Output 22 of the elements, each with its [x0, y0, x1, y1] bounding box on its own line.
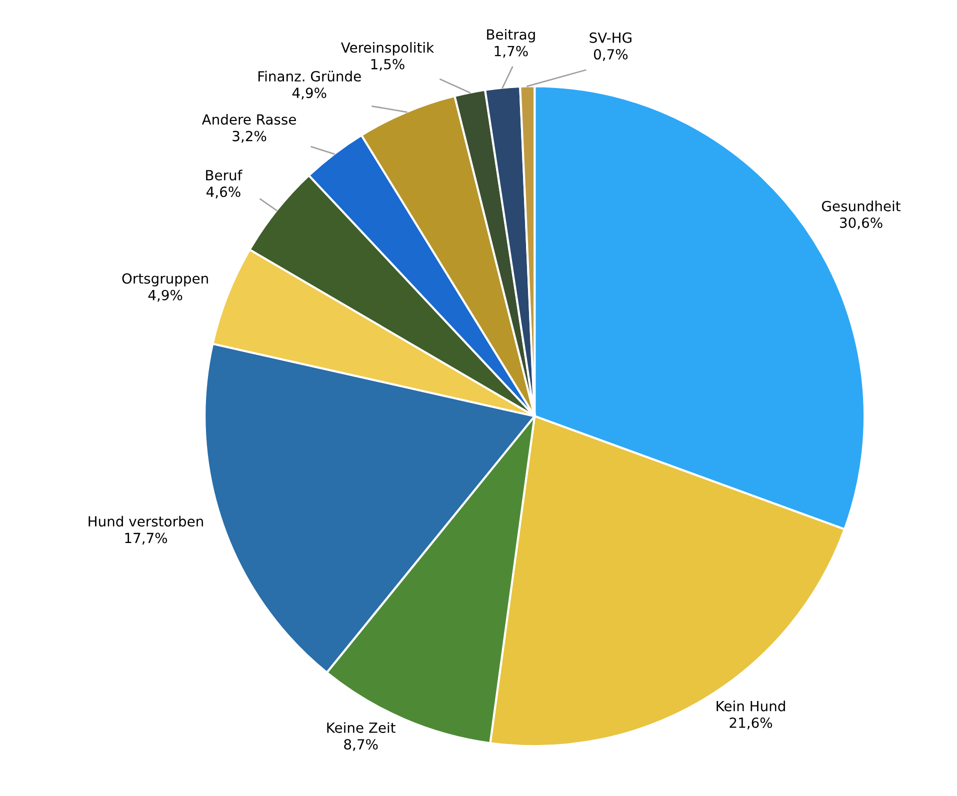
slice-label: Beruf [206, 170, 242, 180]
slice-label: Beitrag [487, 28, 535, 42]
slice-label: Ortsgruppen [122, 273, 208, 286]
data-label: 4,6% [206, 186, 240, 198]
data-label: 0,7% [594, 49, 628, 61]
data-label: 1,5% [371, 58, 404, 71]
data-label: 4,9% [292, 88, 326, 100]
data-label: 21,6% [730, 717, 772, 730]
data-label: 17,7% [125, 532, 168, 545]
slice-label: Kein Hund [716, 700, 785, 712]
slice-label: Gesundheit [822, 200, 901, 212]
slice-label: Andere Rasse [202, 114, 296, 125]
data-label: 1,7% [494, 46, 528, 58]
slice-label: Hund verstorben [88, 516, 203, 527]
data-label: 8,7% [344, 739, 378, 751]
data-label: 4,9% [148, 290, 182, 302]
data-label: 3,2% [232, 130, 266, 143]
slice-label: SV-HG [590, 32, 632, 43]
slice-label: Vereinspolitik [341, 42, 434, 56]
slice-label: Keine Zeit [327, 722, 396, 733]
data-label: 30,6% [840, 217, 882, 230]
slice-label: Finanz. Gründe [258, 70, 361, 82]
